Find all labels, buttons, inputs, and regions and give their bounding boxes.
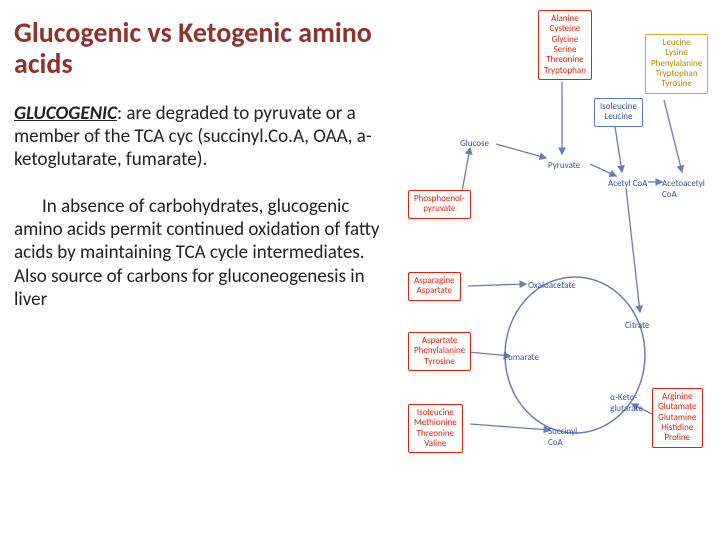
slide-title: Glucogenic vs Ketogenic amino acids — [14, 18, 392, 80]
box-iso-leu: IsoleucineLeucine — [594, 98, 643, 127]
paragraph-1: GLUCOGENIC: are degraded to pyruvate or … — [14, 102, 392, 172]
box-isoleucine-group: IsoleucineMethionineThreonineValine — [408, 404, 463, 453]
m-aketo: α-Keto-glutarate — [610, 392, 643, 414]
paragraph-2: In absence of carbohydrates, glucogenic … — [14, 195, 392, 311]
m-citrate: Citrate — [625, 320, 649, 331]
box-phosphoenol: Phosphoenol-pyruvate — [408, 190, 471, 219]
box-asparagine: AsparagineAspartate — [408, 272, 461, 301]
m-acetoacetyl: Acetoacetyl CoA — [662, 178, 720, 200]
diagram-region: AlanineCysteineGlycineSerineThreonineTry… — [400, 0, 720, 540]
m-fumarate: Fumarate — [504, 352, 539, 363]
box-aspartate-group: AspartatePhenylalanineTyrosine — [408, 332, 471, 371]
glucogenic-label: GLUCOGENIC — [14, 102, 117, 125]
m-pyruvate: Pyruvate — [548, 160, 580, 171]
m-oaa: Oxaloacetate — [528, 280, 576, 291]
box-alanine-group: AlanineCysteineGlycineSerineThreonineTry… — [538, 10, 592, 80]
m-succinyl: SuccinylCoA — [548, 426, 577, 448]
box-arginine-group: ArginineGlutamateGlutamineHistidineProli… — [652, 388, 703, 448]
box-leucine-group: LeucineLysinePhenylalanineTryptophanTyro… — [645, 34, 708, 94]
m-glucose: Glucose — [460, 138, 489, 149]
m-acetylcoa: Acetyl CoA — [608, 178, 647, 189]
